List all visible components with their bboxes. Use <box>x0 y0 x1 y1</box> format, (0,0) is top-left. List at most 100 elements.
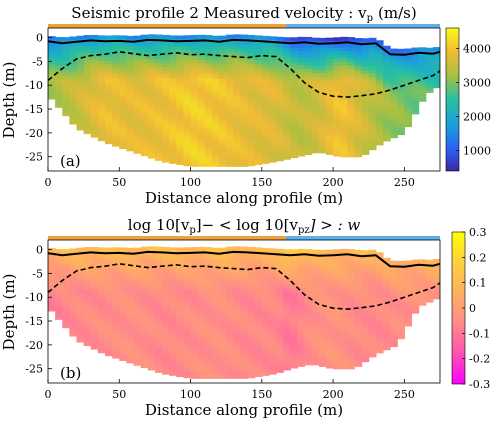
field-cell <box>190 106 199 111</box>
field-cell <box>261 280 270 285</box>
field-cell <box>325 356 334 362</box>
field-cell <box>154 70 163 75</box>
field-cell <box>283 335 291 340</box>
field-cell <box>76 53 85 58</box>
field-cell <box>97 49 106 54</box>
field-cell <box>290 356 299 361</box>
field-cell <box>126 68 135 73</box>
field-cell <box>397 303 405 308</box>
field-cell <box>325 48 334 53</box>
field-cell <box>404 94 413 100</box>
field-cell <box>197 296 206 302</box>
field-cell <box>361 300 370 305</box>
field-cell <box>254 164 263 166</box>
field-cell <box>340 306 348 311</box>
field-cell <box>119 247 127 252</box>
field-cell <box>197 134 206 140</box>
field-cell <box>69 115 78 120</box>
field-cell <box>69 65 78 70</box>
field-cell <box>368 44 377 50</box>
field-cell <box>197 261 206 266</box>
field-cell <box>112 63 120 69</box>
field-cell <box>226 311 234 316</box>
field-cell <box>119 60 127 65</box>
field-cell <box>375 277 384 282</box>
field-cell <box>147 152 156 157</box>
field-cell <box>318 346 327 351</box>
field-cell <box>190 325 199 330</box>
field-cell <box>247 361 256 366</box>
field-cell <box>290 360 299 365</box>
field-cell <box>154 134 163 139</box>
field-cell <box>283 65 291 71</box>
field-cell <box>233 62 242 68</box>
field-cell <box>162 339 170 345</box>
field-cell <box>126 347 135 353</box>
field-cell <box>169 99 177 104</box>
field-cell <box>411 277 420 282</box>
field-cell <box>268 147 277 152</box>
field-cell <box>254 368 263 374</box>
field-cell <box>361 343 370 348</box>
field-cell <box>76 103 85 108</box>
field-cell <box>375 79 384 84</box>
field-cell <box>140 106 149 111</box>
field-cell <box>283 112 291 117</box>
field-cell <box>397 260 405 266</box>
field-cell <box>240 120 249 125</box>
field-cell <box>254 301 263 306</box>
field-cell <box>283 302 291 308</box>
field-cell <box>347 270 356 275</box>
field-cell <box>368 87 377 92</box>
field-cell <box>268 276 277 282</box>
field-cell <box>133 265 142 270</box>
field-cell <box>276 144 284 149</box>
colorbar-tick-label: 3000 <box>463 76 491 89</box>
field-cell <box>197 156 206 161</box>
field-cell <box>261 319 270 324</box>
field-cell <box>219 279 227 284</box>
field-cell <box>219 258 227 263</box>
field-cell <box>247 117 256 122</box>
field-cell <box>340 341 348 346</box>
field-cell <box>425 62 434 67</box>
field-cell <box>368 62 377 67</box>
field-cell <box>169 283 177 288</box>
field-cell <box>297 327 306 332</box>
field-cell <box>147 134 156 139</box>
field-cell <box>219 35 227 40</box>
field-cell <box>276 129 284 134</box>
field-cell <box>190 272 199 277</box>
field-cell <box>154 360 163 366</box>
field-cell <box>119 78 127 83</box>
field-cell <box>147 84 156 89</box>
field-cell <box>261 118 270 123</box>
field-cell <box>62 72 70 78</box>
field-cell <box>290 101 299 106</box>
field-cell <box>233 271 242 276</box>
field-cell <box>211 372 220 378</box>
field-cell <box>197 368 206 373</box>
field-cell <box>83 254 92 259</box>
field-cell <box>268 132 277 138</box>
field-cell <box>361 145 370 150</box>
field-cell <box>169 372 177 376</box>
field-cell <box>340 338 348 343</box>
field-cell <box>318 141 327 146</box>
field-cell <box>133 142 142 148</box>
field-cell <box>162 364 170 370</box>
field-cell <box>325 321 334 326</box>
field-cell <box>247 70 256 75</box>
field-cell <box>304 140 313 145</box>
field-cell <box>190 297 199 302</box>
field-cell <box>162 92 170 97</box>
field-cell <box>375 263 384 268</box>
field-cell <box>304 298 313 304</box>
field-cell <box>261 283 270 288</box>
field-cell <box>169 333 177 338</box>
field-cell <box>382 77 391 83</box>
field-cell <box>354 310 363 315</box>
field-cell <box>368 98 377 103</box>
field-cell <box>297 115 306 120</box>
field-cell <box>76 290 85 295</box>
